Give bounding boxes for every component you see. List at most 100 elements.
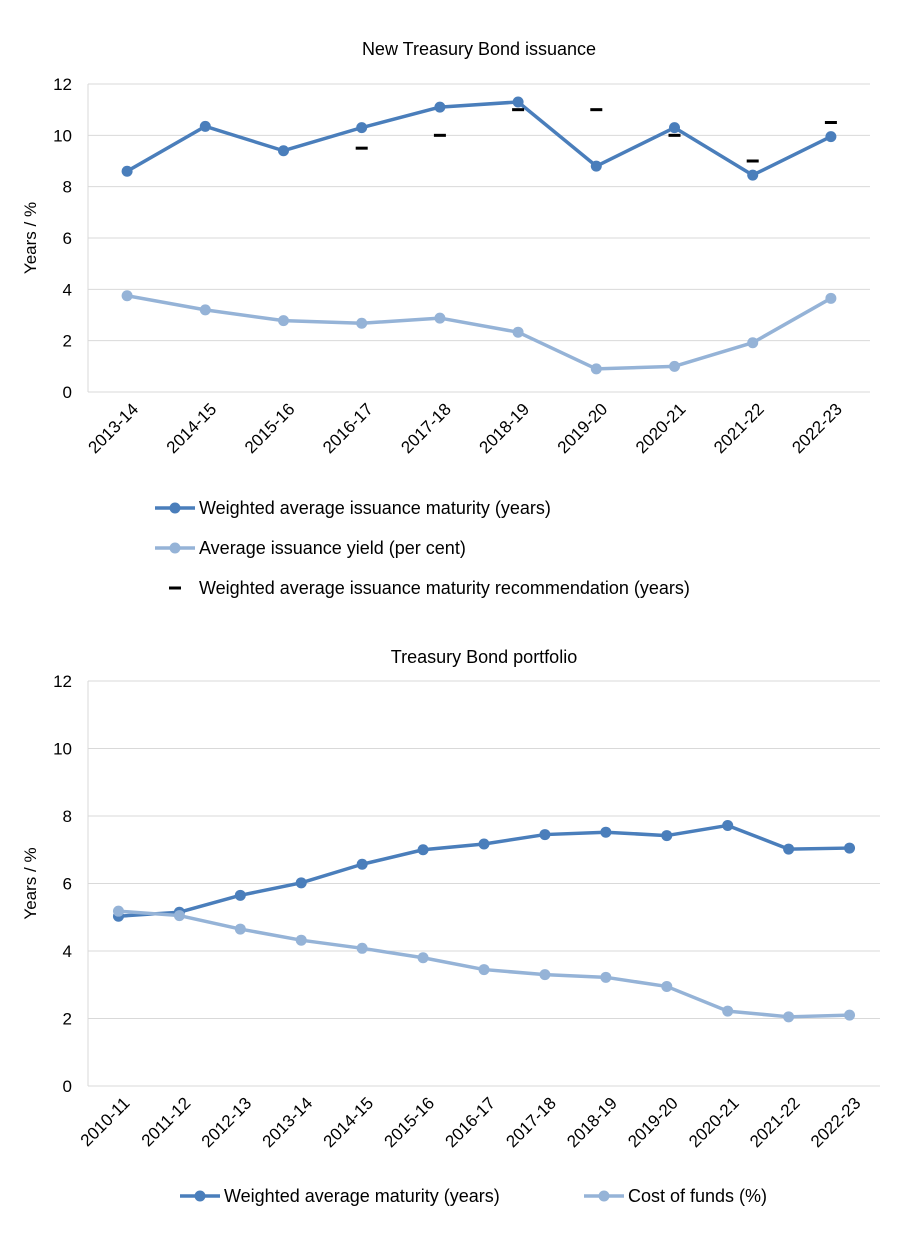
series-line	[126, 294, 832, 371]
data-point	[825, 131, 837, 143]
x-tick-label: 2017-18	[397, 400, 455, 458]
legend-label: Weighted average issuance maturity recom…	[199, 578, 690, 598]
data-point	[121, 290, 133, 302]
data-point	[661, 830, 673, 842]
chart-1: New Treasury Bond issuance 0 2 4 6 8 10 12 Years…	[21, 39, 870, 598]
y-tick-label: 2	[63, 1010, 72, 1029]
x-tick-label: 2016-17	[441, 1094, 499, 1152]
data-point	[478, 964, 490, 976]
series-3	[355, 108, 837, 163]
chart-title: Treasury Bond portfolio	[391, 647, 577, 667]
y-tick-label: 4	[63, 280, 72, 299]
legend-label: Weighted average issuance maturity (year…	[199, 498, 551, 518]
data-point	[661, 980, 673, 992]
data-point	[590, 160, 602, 172]
x-tick-label: 2019-20	[554, 400, 612, 458]
data-point	[278, 145, 289, 157]
data-point	[295, 877, 307, 889]
legend-marker	[169, 502, 181, 514]
x-tick-label: 2021-22	[746, 1094, 804, 1152]
x-tick-label: 2014-15	[320, 1094, 378, 1152]
data-point	[121, 165, 133, 177]
data-point	[278, 315, 289, 327]
y-axis-label: Years / %	[21, 202, 40, 274]
series-2	[112, 905, 856, 1023]
legend-label: Cost of funds (%)	[628, 1186, 767, 1206]
y-tick-label: 6	[63, 229, 72, 248]
data-point	[434, 101, 446, 113]
series-line	[118, 909, 850, 1019]
legend: Weighted average issuance maturity (year…	[155, 498, 690, 598]
data-point	[512, 96, 524, 108]
data-point	[512, 326, 524, 338]
y-tick-label: 0	[63, 1077, 72, 1096]
data-point	[669, 122, 680, 134]
data-point	[234, 889, 246, 901]
series-1	[112, 819, 856, 922]
data-point	[600, 971, 612, 983]
series-line	[126, 100, 832, 177]
x-tick-label: 2016-17	[319, 400, 377, 458]
legend-marker	[169, 542, 181, 554]
y-tick-label: 8	[63, 807, 72, 826]
y-axis-label: Years / %	[21, 847, 40, 919]
legend-label: Weighted average maturity (years)	[224, 1186, 500, 1206]
y-tick-label: 6	[63, 875, 72, 894]
data-point	[844, 1009, 856, 1021]
x-tick-label: 2022-23	[807, 1094, 865, 1152]
data-point	[783, 843, 795, 855]
series-2	[121, 290, 837, 375]
data-point	[478, 838, 490, 850]
data-point	[844, 842, 856, 854]
data-point	[783, 1011, 795, 1023]
data-point	[434, 312, 446, 324]
data-point	[600, 826, 612, 838]
data-point	[356, 858, 368, 870]
data-point	[747, 337, 759, 349]
x-tick-label: 2010-11	[77, 1094, 134, 1151]
x-tick-label: 2020-21	[632, 400, 690, 458]
series-1	[121, 96, 837, 181]
x-tick-label: 2013-14	[259, 1094, 317, 1152]
y-tick-label: 2	[63, 332, 72, 351]
data-point	[747, 169, 759, 181]
data-point	[234, 923, 246, 935]
legend-marker	[598, 1190, 610, 1202]
x-tick-label: 2013-14	[85, 400, 143, 458]
y-tick-label: 12	[53, 75, 72, 94]
data-point	[356, 317, 368, 329]
data-point	[669, 360, 680, 372]
legend-marker	[194, 1190, 206, 1202]
data-point	[356, 942, 368, 954]
x-tick-label: 2017-18	[502, 1094, 560, 1152]
legend-label: Average issuance yield (per cent)	[199, 538, 466, 558]
data-point	[112, 905, 124, 917]
data-point	[295, 934, 307, 946]
data-point	[417, 952, 429, 964]
x-tick-label: 2011-12	[138, 1094, 195, 1151]
chart-title: New Treasury Bond issuance	[362, 39, 596, 59]
data-point	[173, 910, 185, 922]
y-tick-label: 10	[53, 126, 72, 145]
x-tick-label: 2020-21	[685, 1094, 743, 1152]
data-point	[722, 819, 734, 831]
x-tick-label: 2015-16	[381, 1094, 439, 1152]
x-tick-label: 2021-22	[710, 400, 768, 458]
legend: Weighted average maturity (years) Cost of…	[180, 1186, 767, 1206]
x-tick-label: 2018-19	[476, 400, 534, 458]
x-tick-label: 2015-16	[241, 400, 299, 458]
y-tick-label: 10	[53, 740, 72, 759]
y-tick-label: 8	[63, 178, 72, 197]
data-point	[722, 1005, 734, 1017]
x-tick-label: 2014-15	[163, 400, 221, 458]
x-tick-label: 2012-13	[198, 1094, 256, 1152]
data-point	[590, 363, 602, 375]
data-point	[825, 292, 837, 304]
y-tick-label: 0	[63, 383, 72, 402]
data-point	[356, 122, 368, 134]
y-tick-label: 12	[53, 672, 72, 691]
data-point	[199, 120, 211, 132]
x-tick-label: 2022-23	[788, 400, 846, 458]
x-tick-label: 2018-19	[563, 1094, 621, 1152]
